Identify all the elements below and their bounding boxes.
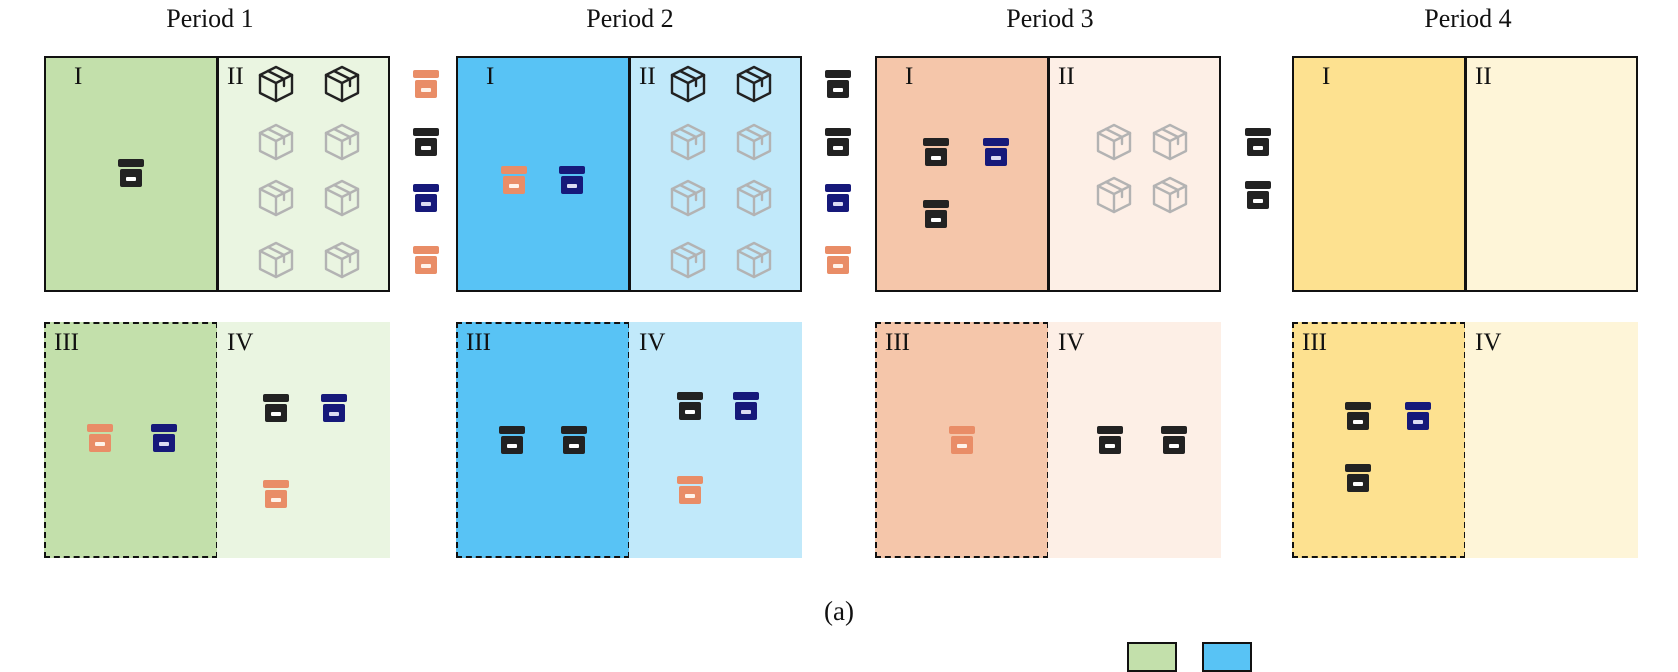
black-package-icon <box>322 64 362 109</box>
black-bin-icon <box>921 198 951 235</box>
black-bin-icon <box>1343 400 1373 437</box>
gray-package-icon <box>1094 175 1134 220</box>
zone-III <box>456 322 630 558</box>
zone-label: I <box>74 63 83 90</box>
zone-label: II <box>1058 63 1075 90</box>
gray-package-icon <box>734 178 774 223</box>
black-bin-icon <box>497 424 527 461</box>
gray-package-icon <box>256 240 296 285</box>
zone-IV <box>217 322 390 558</box>
gray-package-icon <box>668 178 708 223</box>
black-package-icon <box>734 64 774 109</box>
zone-II <box>629 56 802 292</box>
zone-label: IV <box>227 329 254 356</box>
gray-package-icon <box>256 178 296 223</box>
gray-package-icon <box>734 240 774 285</box>
zone-III <box>44 322 218 558</box>
gray-package-icon <box>322 240 362 285</box>
gray-package-icon <box>734 122 774 167</box>
zone-label: IV <box>639 329 666 356</box>
black-bin-icon <box>261 392 291 429</box>
zone-label: I <box>905 63 914 90</box>
zone-label: III <box>1302 329 1327 356</box>
period-title: Period 3 <box>1006 4 1094 33</box>
orange-bin-icon <box>261 478 291 515</box>
zone-III <box>1292 322 1466 558</box>
zone-I <box>456 56 630 292</box>
navy-bin-icon <box>319 392 349 429</box>
navy-bin-icon <box>1403 400 1433 437</box>
black-bin-icon <box>823 68 853 105</box>
zone-label: III <box>54 329 79 356</box>
black-bin-icon <box>823 126 853 163</box>
gray-package-icon <box>1094 122 1134 167</box>
legend-swatch-blue <box>1202 642 1252 672</box>
zone-label: III <box>885 329 910 356</box>
period-title: Period 4 <box>1424 4 1512 33</box>
black-bin-icon <box>559 424 589 461</box>
black-package-icon <box>256 64 296 109</box>
zone-label: I <box>486 63 495 90</box>
zone-label: II <box>1475 63 1492 90</box>
caption: (a) <box>824 596 854 626</box>
zone-II <box>1465 56 1638 292</box>
navy-bin-icon <box>411 182 441 219</box>
zone-label: II <box>227 63 244 90</box>
black-bin-icon <box>1095 424 1125 461</box>
zone-IV <box>629 322 802 558</box>
black-bin-icon <box>1243 126 1273 163</box>
orange-bin-icon <box>947 424 977 461</box>
legend-swatch-green <box>1127 642 1177 672</box>
black-bin-icon <box>411 126 441 163</box>
gray-package-icon <box>1150 175 1190 220</box>
gray-package-icon <box>322 122 362 167</box>
zone-label: IV <box>1475 329 1502 356</box>
navy-bin-icon <box>823 182 853 219</box>
black-bin-icon <box>1243 179 1273 216</box>
gray-package-icon <box>322 178 362 223</box>
zone-I <box>1292 56 1466 292</box>
black-bin-icon <box>116 157 146 194</box>
period-title: Period 1 <box>166 4 254 33</box>
zone-II <box>1048 56 1221 292</box>
black-package-icon <box>668 64 708 109</box>
navy-bin-icon <box>149 422 179 459</box>
navy-bin-icon <box>981 136 1011 173</box>
orange-bin-icon <box>499 164 529 201</box>
zone-I <box>875 56 1049 292</box>
zone-II <box>217 56 390 292</box>
zone-IV <box>1465 322 1638 558</box>
zone-label: I <box>1322 63 1331 90</box>
navy-bin-icon <box>557 164 587 201</box>
black-bin-icon <box>921 136 951 173</box>
gray-package-icon <box>668 122 708 167</box>
gray-package-icon <box>256 122 296 167</box>
gray-package-icon <box>1150 122 1190 167</box>
zone-label: III <box>466 329 491 356</box>
black-bin-icon <box>1159 424 1189 461</box>
orange-bin-icon <box>411 68 441 105</box>
zone-label: II <box>639 63 656 90</box>
black-bin-icon <box>675 390 705 427</box>
orange-bin-icon <box>823 244 853 281</box>
zone-label: IV <box>1058 329 1085 356</box>
black-bin-icon <box>1343 462 1373 499</box>
navy-bin-icon <box>731 390 761 427</box>
gray-package-icon <box>668 240 708 285</box>
period-title: Period 2 <box>586 4 674 33</box>
orange-bin-icon <box>411 244 441 281</box>
orange-bin-icon <box>675 474 705 511</box>
zone-IV <box>1048 322 1221 558</box>
orange-bin-icon <box>85 422 115 459</box>
